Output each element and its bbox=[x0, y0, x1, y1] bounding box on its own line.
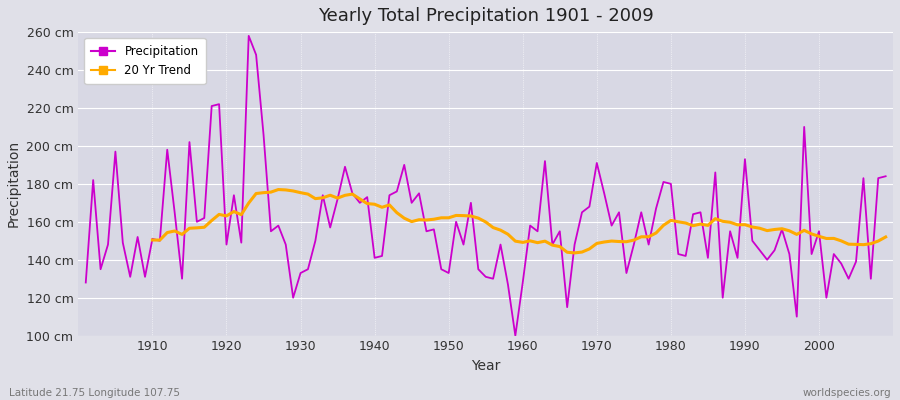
Text: worldspecies.org: worldspecies.org bbox=[803, 388, 891, 398]
Y-axis label: Precipitation: Precipitation bbox=[7, 140, 21, 228]
Legend: Precipitation, 20 Yr Trend: Precipitation, 20 Yr Trend bbox=[85, 38, 205, 84]
X-axis label: Year: Year bbox=[471, 359, 500, 373]
Text: Latitude 21.75 Longitude 107.75: Latitude 21.75 Longitude 107.75 bbox=[9, 388, 180, 398]
Title: Yearly Total Precipitation 1901 - 2009: Yearly Total Precipitation 1901 - 2009 bbox=[318, 7, 653, 25]
